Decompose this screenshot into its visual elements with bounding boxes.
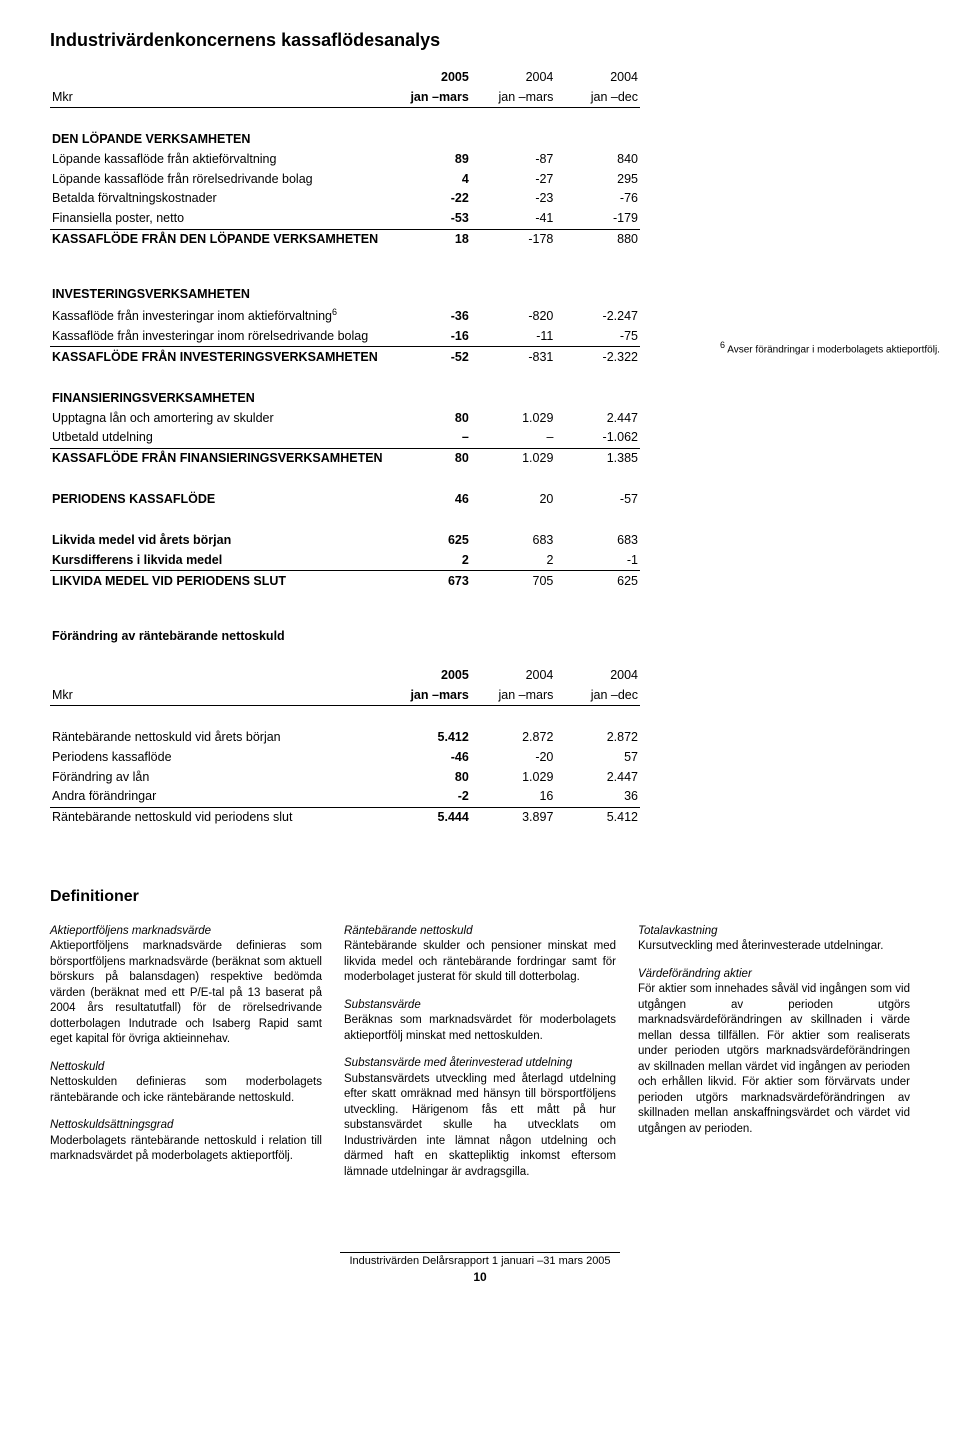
def-body: Moderbolagets räntebärande nettoskuld i … xyxy=(50,1135,322,1163)
footnote-ref-6: 6 xyxy=(332,307,337,317)
table-row: Kursdifferens i likvida medel22-1 xyxy=(50,550,640,570)
table-header-row-1: 2005 2004 2004 xyxy=(50,667,640,685)
table-row: Andra förändringar-21636 xyxy=(50,787,640,807)
col3-year: 2004 xyxy=(555,69,640,87)
def-term: Värdeförändring aktier xyxy=(638,968,752,980)
cashflow-table: 2005 2004 2004 Mkr jan –mars jan –mars j… xyxy=(50,69,640,828)
table-row: Räntebärande nettoskuld vid periodens sl… xyxy=(50,807,640,827)
table-row: Kassaflöde från investeringar inom rörel… xyxy=(50,326,640,346)
table-row: Löpande kassaflöde från aktieförvaltning… xyxy=(50,149,640,169)
definitions-columns: Aktieportföljens marknadsvärde Aktieportf… xyxy=(50,924,910,1193)
table-row: KASSAFLÖDE FRÅN INVESTERINGSVERKSAMHETEN… xyxy=(50,347,640,367)
definitions-col-3: Totalavkastning Kursutveckling med återin… xyxy=(638,924,910,1193)
document-title: Industrivärdenkoncernens kassaflödesanal… xyxy=(50,30,910,51)
table-row: KASSAFLÖDE FRÅN DEN LÖPANDE VERKSAMHETEN… xyxy=(50,229,640,249)
table-row: Periodens kassaflöde-46-2057 xyxy=(50,747,640,767)
def-term: Nettoskuld xyxy=(50,1061,104,1073)
table-row: Upptagna lån och amortering av skulder80… xyxy=(50,408,640,428)
table-row: LIKVIDA MEDEL VID PERIODENS SLUT67370562… xyxy=(50,571,640,591)
def-body: Kursutveckling med återinvesterade utdel… xyxy=(638,940,883,952)
table-row: Finansiella poster, netto-53-41-179 xyxy=(50,209,640,229)
def-term: Substansvärde xyxy=(344,999,421,1011)
table-row: Betalda förvaltningskostnader-22-23-76 xyxy=(50,189,640,209)
table-header-row-1: 2005 2004 2004 xyxy=(50,69,640,87)
col3-period: jan –dec xyxy=(555,87,640,107)
def-body: Substansvärdets utveckling med återlagd … xyxy=(344,1073,616,1178)
definitions-title: Definitioner xyxy=(50,888,910,906)
def-body: Aktieportföljens marknadsvärde definiera… xyxy=(50,940,322,1045)
footer-text: Industrivärden Delårsrapport 1 januari –… xyxy=(50,1255,910,1267)
table-row: Räntebärande nettoskuld vid årets början… xyxy=(50,727,640,747)
definitions-col-1: Aktieportföljens marknadsvärde Aktieportf… xyxy=(50,924,322,1193)
subtable-title: Förändring av räntebärande nettoskuld xyxy=(50,626,386,646)
section-header: FINANSIERINGSVERKSAMHETEN xyxy=(50,388,386,408)
col1-year: 2005 xyxy=(386,69,471,87)
def-term: Totalavkastning xyxy=(638,925,718,937)
def-body: Nettoskulden definieras som moderbolaget… xyxy=(50,1076,322,1104)
def-term: Aktieportföljens marknadsvärde xyxy=(50,925,211,937)
col2-year: 2004 xyxy=(471,69,556,87)
col2-period: jan –mars xyxy=(471,87,556,107)
table-row: Utbetald utdelning––-1.062 xyxy=(50,428,640,448)
table-row: Likvida medel vid årets början625683683 xyxy=(50,531,640,551)
def-term: Nettoskuldsättningsgrad xyxy=(50,1119,173,1131)
definitions-section: Definitioner Aktieportföljens marknadsvä… xyxy=(50,888,910,1193)
def-term: Räntebärande nettoskuld xyxy=(344,925,473,937)
table-row: FINANSIERINGSVERKSAMHETEN xyxy=(50,388,640,408)
col1-period: jan –mars xyxy=(386,87,471,107)
table-row: Förändring av lån801.0292.447 xyxy=(50,767,640,787)
main-content: Industrivärdenkoncernens kassaflödesanal… xyxy=(50,30,910,828)
table-row: Kassaflöde från investeringar inom aktie… xyxy=(50,304,640,326)
table-row: INVESTERINGSVERKSAMHETEN xyxy=(50,285,640,305)
table-row: DEN LÖPANDE VERKSAMHETEN xyxy=(50,129,640,149)
def-body: För aktier som innehades såväl vid ingån… xyxy=(638,983,910,1135)
table-row: KASSAFLÖDE FRÅN FINANSIERINGSVERKSAMHETE… xyxy=(50,448,640,468)
unit-label: Mkr xyxy=(50,87,386,107)
section-header: DEN LÖPANDE VERKSAMHETEN xyxy=(50,129,386,149)
definitions-col-2: Räntebärande nettoskuld Räntebärande skul… xyxy=(344,924,616,1193)
page-number: 10 xyxy=(50,1270,910,1284)
table-row: Löpande kassaflöde från rörelsedrivande … xyxy=(50,169,640,189)
table-header-row-2: Mkr jan –mars jan –mars jan –dec xyxy=(50,685,640,705)
table-row: PERIODENS KASSAFLÖDE4620-57 xyxy=(50,490,640,510)
document-page: Industrivärdenkoncernens kassaflödesanal… xyxy=(0,0,960,1444)
footnote-6: 6 Avser förändringar i moderbolagets akt… xyxy=(720,340,960,356)
table-row: Förändring av räntebärande nettoskuld xyxy=(50,626,640,646)
def-body: Räntebärande skulder och pensioner minsk… xyxy=(344,940,616,983)
table-header-row-2: Mkr jan –mars jan –mars jan –dec xyxy=(50,87,640,107)
page-footer: Industrivärden Delårsrapport 1 januari –… xyxy=(50,1252,910,1284)
section-header: INVESTERINGSVERKSAMHETEN xyxy=(50,285,386,305)
def-term: Substansvärde med återinvesterad utdelni… xyxy=(344,1057,572,1069)
def-body: Beräknas som marknadsvärdet för moderbol… xyxy=(344,1014,616,1042)
